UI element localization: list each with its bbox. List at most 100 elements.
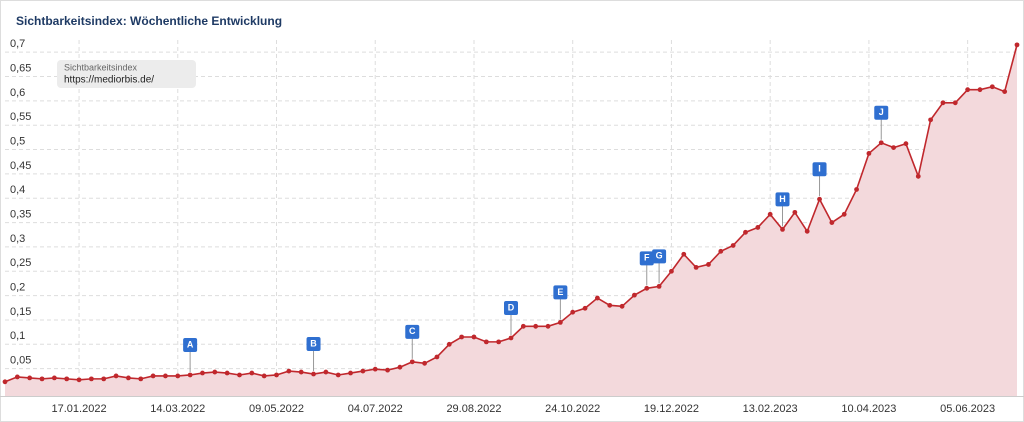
y-tick-label: 0,45 <box>10 160 31 172</box>
annotation-flag <box>812 162 827 177</box>
y-tick-label: 0,5 <box>10 135 25 147</box>
point <box>570 309 576 315</box>
point <box>755 225 761 230</box>
x-tick-label: 17.01.2022 <box>52 403 107 415</box>
y-tick-label: 0,3 <box>10 233 25 245</box>
point <box>274 372 279 378</box>
point <box>51 375 57 381</box>
point <box>163 373 168 379</box>
point <box>2 379 8 385</box>
annotation-label: H <box>779 194 786 204</box>
x-tick-label: 10.04.2023 <box>841 403 896 415</box>
point <box>360 368 366 374</box>
x-tick-label: 04.07.2022 <box>348 403 403 415</box>
point <box>520 323 526 329</box>
x-axis <box>0 396 1024 397</box>
point <box>14 374 20 380</box>
point <box>632 292 637 298</box>
point <box>422 360 428 366</box>
point <box>508 335 514 341</box>
y-tick-label: 0,65 <box>10 62 31 74</box>
point <box>952 100 958 106</box>
point <box>434 354 440 360</box>
point <box>977 87 983 93</box>
area <box>5 44 1017 397</box>
annotation-flag <box>775 192 790 207</box>
point <box>397 364 403 370</box>
point <box>545 323 551 329</box>
point <box>928 117 934 123</box>
annotation-label: B <box>310 338 317 348</box>
point <box>496 339 502 345</box>
point <box>459 334 465 340</box>
annotation-label: J <box>879 107 884 117</box>
point <box>150 373 156 379</box>
annotation-label: A <box>187 339 194 349</box>
point <box>101 376 107 382</box>
point <box>903 141 909 147</box>
annotation-flag <box>553 285 568 300</box>
point <box>385 367 390 373</box>
y-tick-label: 0,6 <box>10 87 25 99</box>
annotation-label: F <box>644 253 650 263</box>
point <box>817 196 822 202</box>
annotation-flag <box>639 251 654 266</box>
point <box>212 369 218 375</box>
point <box>237 372 242 378</box>
point <box>261 373 267 379</box>
point <box>965 87 971 93</box>
x-tick-label: 09.05.2022 <box>249 403 304 415</box>
point <box>446 341 452 347</box>
point <box>743 229 748 235</box>
point <box>594 295 600 301</box>
y-tick-label: 0,05 <box>10 355 31 367</box>
annotation-label: D <box>508 302 515 312</box>
point <box>64 376 70 382</box>
x-tick-label: 19.12.2022 <box>644 403 699 415</box>
y-tick-label: 0,35 <box>10 208 31 220</box>
annotation-label: I <box>818 164 821 174</box>
point <box>619 303 625 309</box>
y-tick-label: 0,4 <box>10 184 25 196</box>
annotation-flag <box>652 249 667 264</box>
point <box>841 211 847 217</box>
annotation-flag <box>874 105 889 120</box>
point <box>780 227 785 232</box>
point <box>323 369 329 375</box>
point <box>767 211 773 217</box>
point <box>730 243 736 248</box>
annotation-label: C <box>409 326 416 336</box>
point <box>681 251 687 257</box>
point <box>113 373 119 379</box>
point <box>311 371 316 377</box>
x-tick-label: 29.08.2022 <box>446 403 501 415</box>
point <box>718 248 724 254</box>
point <box>940 100 946 106</box>
point <box>669 268 674 274</box>
annotation-flag <box>405 324 420 339</box>
point <box>706 262 711 267</box>
point <box>175 373 181 379</box>
point <box>804 228 810 234</box>
point <box>126 375 131 381</box>
annotation-label: G <box>656 251 663 261</box>
point <box>1002 89 1008 95</box>
y-tick-label: 0,2 <box>10 282 25 294</box>
y-tick-label: 0,55 <box>10 111 31 123</box>
point <box>1014 42 1020 48</box>
point <box>348 370 353 376</box>
point <box>557 320 563 325</box>
y-tick-label: 0,7 <box>10 38 25 50</box>
point <box>335 372 341 378</box>
point <box>200 370 205 376</box>
point <box>607 302 613 308</box>
point <box>915 173 921 179</box>
legend-text: https://mediorbis.de/ <box>64 75 154 86</box>
point <box>39 376 45 382</box>
legend-box <box>57 60 196 88</box>
point <box>27 375 33 381</box>
annotation-flag <box>504 300 518 315</box>
point <box>854 187 859 192</box>
point <box>582 305 588 311</box>
